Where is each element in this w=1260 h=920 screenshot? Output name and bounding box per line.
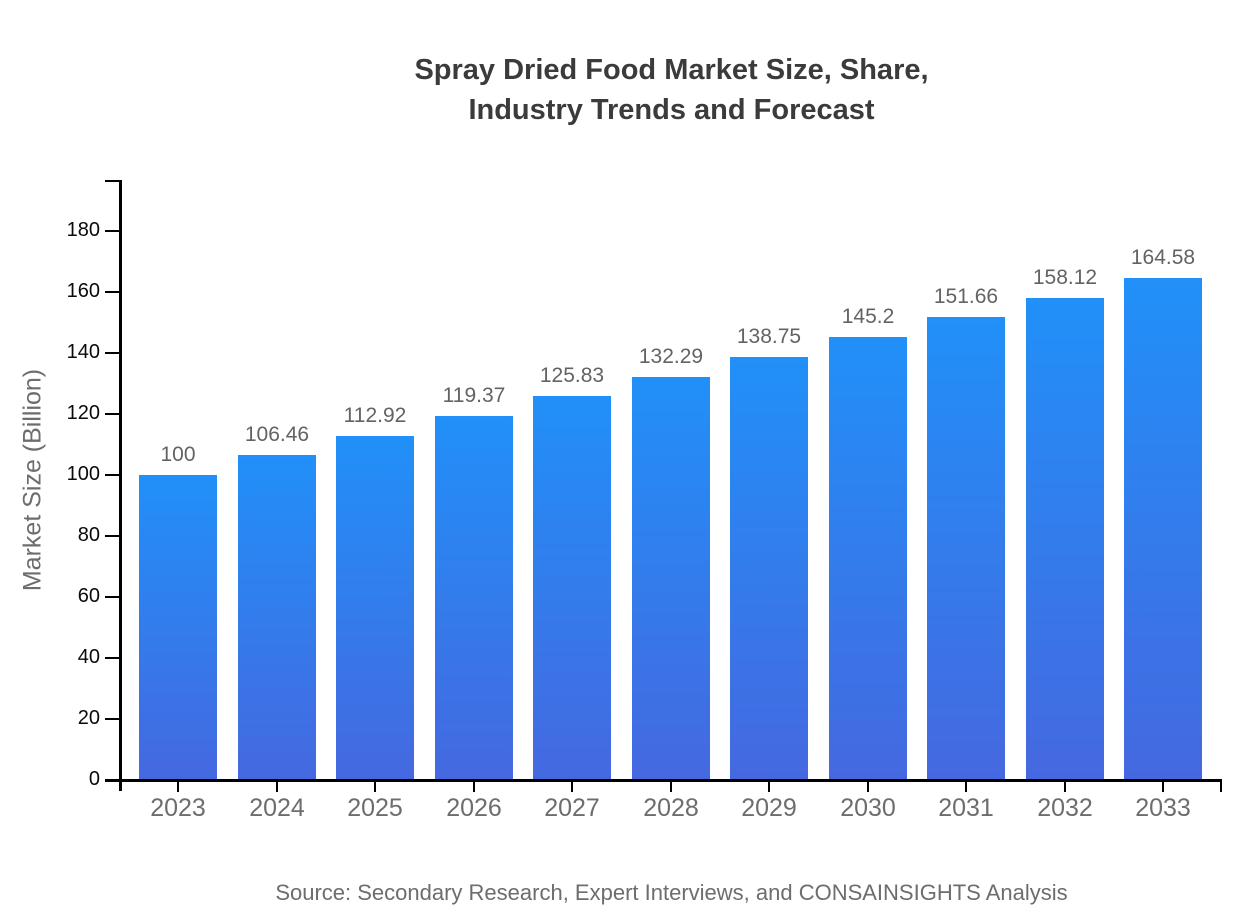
bar-value-label: 164.58 [1130, 246, 1196, 269]
x-tick-label: 2027 [544, 794, 600, 822]
bar-2032 [1026, 298, 1104, 780]
x-tick-label: 2025 [347, 794, 403, 822]
y-tick [105, 230, 120, 232]
x-tick [867, 780, 869, 792]
x-tick-label: 2029 [741, 794, 797, 822]
x-tick [670, 780, 672, 792]
bar-value-label: 106.46 [244, 423, 310, 446]
x-tick-label: 2033 [1135, 794, 1191, 822]
y-tick-label: 140 [66, 341, 100, 363]
y-tick [105, 535, 120, 537]
bar-2029 [730, 357, 808, 780]
y-tick [105, 291, 120, 293]
chart-title-line2: Industry Trends and Forecast [468, 94, 875, 126]
x-tick-label: 2024 [249, 794, 305, 822]
x-tick-label: 2026 [446, 794, 502, 822]
bar-value-label: 125.83 [539, 364, 605, 387]
bar-2025 [336, 436, 414, 780]
x-tick [1064, 780, 1066, 792]
bar-2024 [238, 455, 316, 780]
y-axis-line [119, 180, 122, 791]
bar-value-label: 132.29 [638, 345, 704, 368]
x-tick [473, 780, 475, 792]
bar-2030 [829, 337, 907, 780]
bar-value-label: 119.37 [442, 384, 506, 407]
y-tick-label: 100 [66, 463, 100, 485]
y-tick-label: 0 [88, 768, 100, 790]
bar-2023 [139, 475, 217, 780]
x-tick [1162, 780, 1164, 792]
y-tick [105, 352, 120, 354]
source-text: Source: Secondary Research, Expert Inter… [275, 880, 1068, 905]
x-tick [177, 780, 179, 792]
bar-value-label: 100 [160, 443, 196, 466]
bar-2028 [632, 377, 710, 780]
y-tick [105, 413, 120, 415]
y-tick-label: 60 [77, 585, 100, 607]
y-tick-label: 160 [66, 280, 100, 302]
bar-value-label: 112.92 [343, 404, 407, 427]
x-tick-label: 2028 [643, 794, 699, 822]
y-tick [105, 657, 120, 659]
chart-title-line1: Spray Dried Food Market Size, Share, [414, 54, 929, 86]
y-axis-end-tick [105, 180, 120, 182]
bar-value-label: 145.2 [841, 305, 895, 328]
y-tick-label: 20 [77, 707, 100, 729]
bar-value-label: 138.75 [736, 325, 802, 348]
x-tick [276, 780, 278, 792]
chart-title: Spray Dried Food Market Size, Share, Ind… [121, 50, 1222, 130]
bar-2031 [927, 317, 1005, 780]
y-tick [105, 474, 120, 476]
y-tick-label: 120 [66, 402, 100, 424]
bar-2033 [1124, 278, 1202, 780]
bar-2027 [533, 396, 611, 780]
x-tick [768, 780, 770, 792]
bar-value-label: 151.66 [933, 285, 999, 308]
bar-value-label: 158.12 [1032, 266, 1098, 289]
bar-2026 [435, 416, 513, 780]
y-tick-label: 40 [77, 646, 100, 668]
x-axis-end-tick [1220, 780, 1222, 792]
y-tick-label: 180 [66, 219, 100, 241]
x-tick-label: 2030 [840, 794, 896, 822]
x-tick [571, 780, 573, 792]
y-tick-label: 80 [77, 524, 100, 546]
x-tick [374, 780, 376, 792]
x-tick [965, 780, 967, 792]
y-tick [105, 596, 120, 598]
x-tick-label: 2023 [150, 794, 206, 822]
y-tick [105, 779, 120, 781]
y-tick [105, 718, 120, 720]
x-tick-label: 2032 [1037, 794, 1093, 822]
x-axis-line [105, 779, 1222, 782]
x-tick-label: 2031 [938, 794, 994, 822]
